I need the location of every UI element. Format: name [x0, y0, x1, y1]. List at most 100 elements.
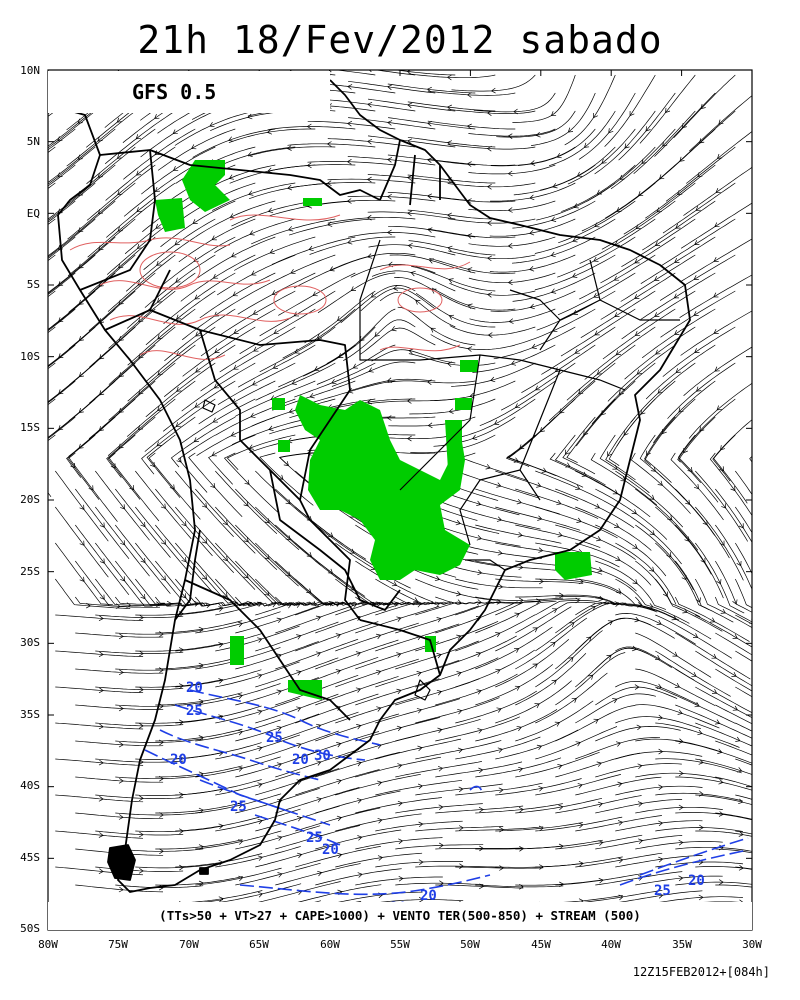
streamline — [455, 826, 544, 832]
streamline-arrow — [98, 868, 104, 875]
lon-label: 50W — [460, 938, 480, 951]
streamline-arrow — [535, 385, 541, 391]
streamline-arrow — [406, 398, 412, 404]
streamline — [375, 659, 460, 688]
streamline — [655, 686, 736, 724]
lon-label: 60W — [320, 938, 340, 951]
streamline-arrow — [160, 503, 166, 509]
streamline — [307, 120, 396, 130]
streamline — [255, 657, 339, 688]
streamline-arrow — [456, 590, 462, 597]
streamline-arrow — [317, 870, 323, 877]
streamline — [558, 200, 636, 244]
streamline-arrow — [181, 593, 187, 599]
streamline — [95, 830, 184, 836]
streamline — [515, 879, 604, 886]
streamline-arrow — [159, 703, 164, 709]
streamline-arrow — [285, 499, 291, 505]
streamline-arrow — [618, 857, 624, 864]
streamline-arrow — [346, 158, 352, 165]
streamline-arrow — [671, 615, 677, 621]
streamline-arrow — [238, 875, 244, 882]
streamline-arrow — [140, 557, 146, 564]
streamline — [335, 852, 423, 868]
streamline-arrow — [99, 594, 105, 600]
streamline — [155, 839, 243, 850]
streamline-arrow — [218, 606, 224, 612]
streamline — [679, 238, 752, 283]
streamline — [267, 126, 356, 131]
streamline — [755, 777, 800, 810]
streamline — [55, 470, 109, 542]
streamline — [455, 782, 543, 796]
streamline-arrow — [377, 780, 383, 787]
streamline — [237, 344, 316, 388]
streamline — [495, 606, 572, 652]
streamline-arrow — [296, 634, 302, 640]
streamline-arrow — [110, 463, 116, 469]
streamline — [48, 128, 76, 151]
streamline-arrow — [615, 556, 621, 562]
streamline-arrow — [276, 617, 282, 624]
streamline — [304, 290, 376, 344]
streamline-arrow — [306, 162, 312, 169]
streamline-arrow — [776, 525, 780, 530]
streamline — [427, 90, 516, 96]
streamline — [579, 254, 656, 300]
streamline-arrow — [356, 724, 362, 730]
streamline-arrow — [596, 536, 602, 542]
streamline-arrow — [466, 123, 472, 130]
streamline — [255, 881, 341, 904]
streamline-arrow — [16, 314, 21, 318]
streamline-arrow — [682, 608, 688, 614]
streamline — [360, 287, 436, 312]
streamline-arrow — [694, 702, 700, 708]
streamline-arrow — [578, 822, 584, 829]
streamline — [348, 378, 436, 392]
streamline-arrow — [759, 920, 763, 925]
streamline-arrow — [238, 839, 244, 845]
streamline-arrow — [612, 698, 618, 704]
streamline — [275, 638, 359, 670]
streamline — [288, 218, 376, 236]
streamline-arrow — [78, 443, 84, 449]
streamline-arrow — [249, 230, 255, 236]
streamline — [536, 290, 616, 331]
streamline-arrow — [267, 207, 274, 214]
streamline-arrow — [417, 745, 423, 752]
streamline — [275, 863, 361, 886]
streamline-arrow — [357, 835, 363, 841]
streamline — [715, 812, 752, 820]
streamline — [355, 678, 440, 706]
streamline — [468, 164, 556, 175]
streamline — [115, 524, 171, 594]
streamline — [755, 489, 799, 565]
streamline-arrow — [396, 688, 402, 695]
streamline — [248, 146, 336, 157]
streamline-arrow — [118, 778, 124, 784]
streamline-arrow — [692, 633, 699, 638]
streamline-arrow — [160, 539, 167, 545]
streamline-arrow — [118, 814, 124, 820]
streamline — [505, 416, 556, 467]
streamline — [278, 272, 356, 316]
streamline — [683, 166, 752, 216]
streamline-arrow — [98, 796, 104, 802]
streamline-arrow — [327, 568, 334, 574]
streamline-arrow — [117, 190, 123, 196]
streamline — [615, 890, 703, 904]
streamline-arrow — [594, 503, 601, 509]
streamline — [200, 344, 276, 392]
streamline-arrow — [661, 428, 667, 435]
streamline — [199, 272, 276, 319]
streamline — [66, 416, 116, 478]
streamline — [479, 380, 556, 427]
lat-label: 35S — [20, 708, 40, 721]
streamline-arrow — [326, 141, 332, 147]
streamline — [735, 794, 752, 800]
streamline — [511, 236, 596, 264]
streamline-arrow — [251, 270, 257, 276]
streamline — [95, 578, 171, 607]
streamline-arrow — [738, 523, 744, 529]
streamline-arrow — [407, 242, 413, 249]
